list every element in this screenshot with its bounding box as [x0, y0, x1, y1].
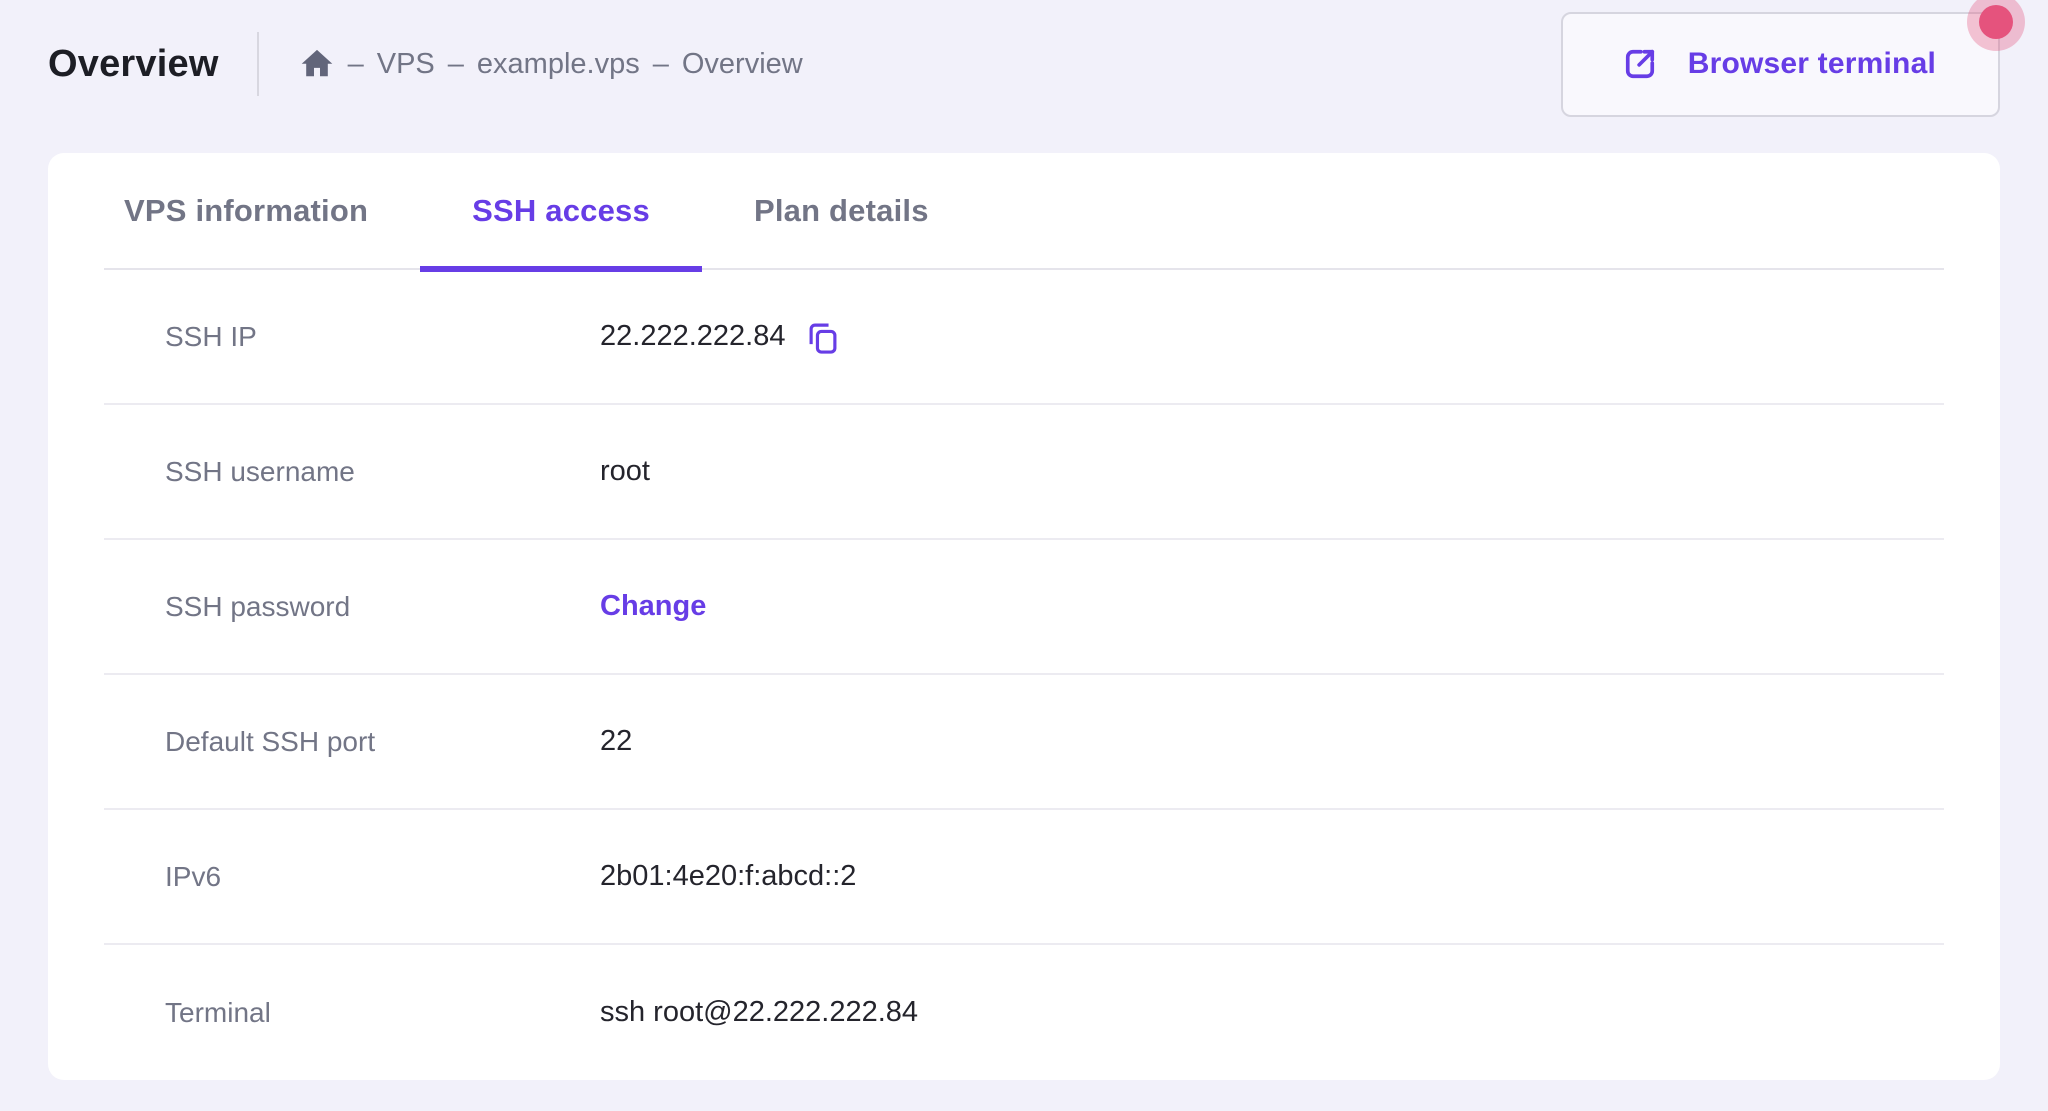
row-label: Default SSH port: [165, 725, 376, 757]
breadcrumb-item-server: example.vps: [476, 47, 640, 80]
tab-vps-information[interactable]: VPS information: [124, 192, 369, 228]
ssh-username-value: root: [600, 455, 650, 487]
tab-plan-details[interactable]: Plan details: [753, 192, 929, 228]
row-ssh-password: SSH password Change: [104, 540, 1944, 675]
row-terminal: Terminal ssh root@22.222.222.84: [104, 945, 1944, 1080]
page-title: Overview: [48, 42, 219, 85]
terminal-command-value: ssh root@22.222.222.84: [600, 996, 919, 1028]
row-ssh-ip: SSH IP 22.222.222.84: [104, 270, 1944, 405]
row-ssh-username: SSH username root: [104, 405, 1944, 540]
tab-ssh-access[interactable]: SSH access: [420, 153, 702, 272]
breadcrumb: – VPS – example.vps – Overview: [299, 46, 803, 82]
row-label: SSH username: [165, 455, 355, 487]
row-default-ssh-port: Default SSH port 22: [104, 675, 1944, 810]
copy-icon[interactable]: [804, 318, 842, 356]
change-password-link[interactable]: Change: [600, 590, 707, 622]
tab-bar: VPS information SSH access Plan details: [104, 153, 1944, 272]
breadcrumb-item-vps: VPS: [376, 47, 435, 80]
row-label: Terminal: [165, 996, 271, 1028]
browser-terminal-button-label: Browser terminal: [1687, 47, 1936, 80]
vps-overview-card: VPS information SSH access Plan details …: [48, 153, 2000, 1080]
row-label: SSH IP: [165, 320, 257, 352]
breadcrumb-item-overview: Overview: [681, 47, 803, 80]
row-label: IPv6: [165, 860, 222, 892]
header-divider: [256, 32, 259, 96]
ssh-ip-value: 22.222.222.84: [600, 320, 786, 352]
breadcrumb-separator: –: [652, 47, 669, 80]
ssh-details-table: SSH IP 22.222.222.84 SSH username root S…: [104, 270, 1944, 1080]
row-label: SSH password: [165, 590, 351, 622]
breadcrumb-separator: –: [347, 47, 364, 80]
row-ipv6: IPv6 2b01:4e20:f:abcd::2: [104, 810, 1944, 945]
browser-terminal-button[interactable]: Browser terminal: [1560, 11, 2000, 117]
home-icon[interactable]: [299, 46, 335, 82]
external-link-icon: [1619, 43, 1661, 85]
ipv6-value: 2b01:4e20:f:abcd::2: [600, 860, 857, 892]
ssh-port-value: 22: [600, 725, 633, 757]
app-header: Overview – VPS – example.vps – Overview …: [0, 0, 2048, 128]
breadcrumb-separator: –: [447, 47, 464, 80]
